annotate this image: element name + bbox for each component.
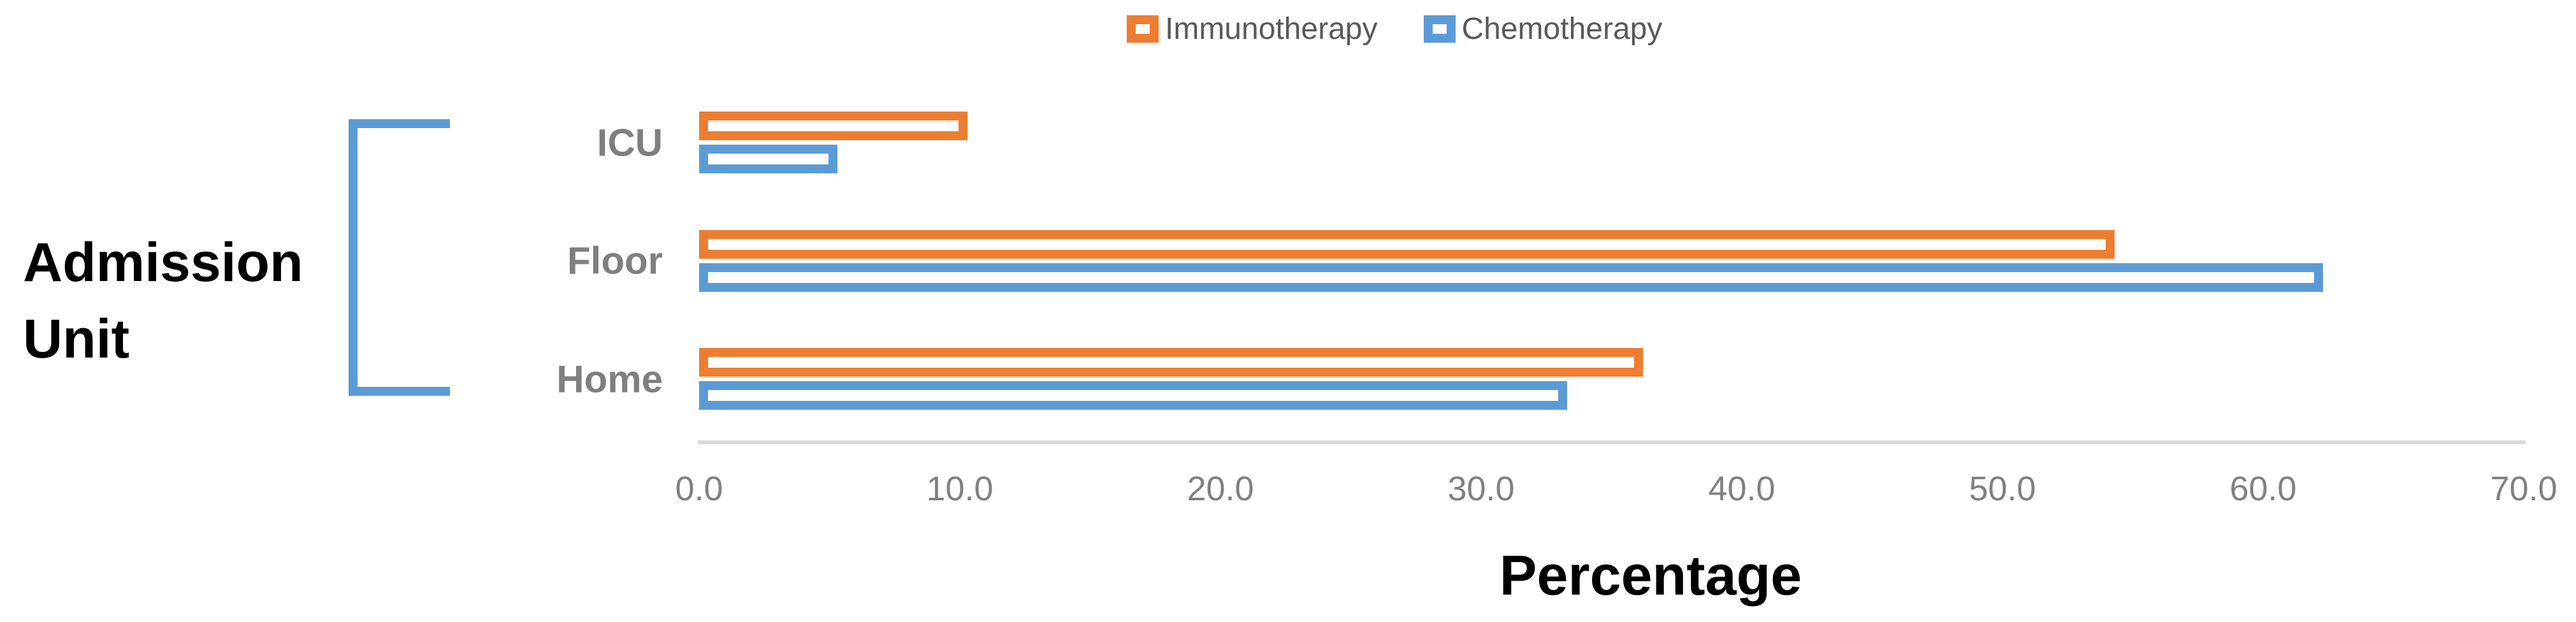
x-tick-10.0: 10.0 bbox=[926, 470, 994, 508]
bar-immunotherapy-home bbox=[699, 348, 1643, 377]
x-tick-30.0: 30.0 bbox=[1447, 470, 1515, 508]
bar-chemotherapy-home bbox=[699, 381, 1567, 410]
x-tick-60.0: 60.0 bbox=[2229, 470, 2297, 508]
x-tick-70.0: 70.0 bbox=[2490, 470, 2558, 508]
y-axis-title: Admission Unit bbox=[23, 232, 303, 370]
x-tick-40.0: 40.0 bbox=[1708, 470, 1776, 508]
x-axis-title: Percentage bbox=[1499, 544, 1802, 607]
x-tick-20.0: 20.0 bbox=[1187, 470, 1254, 508]
bar-chemotherapy-floor bbox=[699, 263, 2323, 292]
axis-bracket-icon bbox=[349, 119, 450, 396]
legend-item-immunotherapy: Immunotherapy bbox=[1127, 11, 1378, 47]
legend-item-chemotherapy: Chemotherapy bbox=[1423, 11, 1663, 47]
bar-immunotherapy-icu bbox=[699, 112, 967, 140]
legend-label-immunotherapy: Immunotherapy bbox=[1165, 12, 1378, 46]
legend-label-chemotherapy: Chemotherapy bbox=[1461, 12, 1663, 46]
bar-chemotherapy-icu bbox=[699, 145, 837, 173]
category-label-floor: Floor bbox=[567, 239, 663, 282]
legend-swatch-icon-immunotherapy bbox=[1127, 15, 1159, 43]
legend: Immunotherapy Chemotherapy bbox=[1127, 11, 1662, 47]
bar-immunotherapy-floor bbox=[699, 229, 2115, 259]
x-axis-line bbox=[698, 440, 2526, 444]
x-tick-50.0: 50.0 bbox=[1969, 470, 2036, 508]
x-tick-0.0: 0.0 bbox=[675, 470, 723, 508]
category-label-home: Home bbox=[556, 358, 663, 400]
legend-swatch-icon-chemotherapy bbox=[1423, 15, 1456, 43]
category-label-icu: ICU bbox=[597, 121, 663, 164]
